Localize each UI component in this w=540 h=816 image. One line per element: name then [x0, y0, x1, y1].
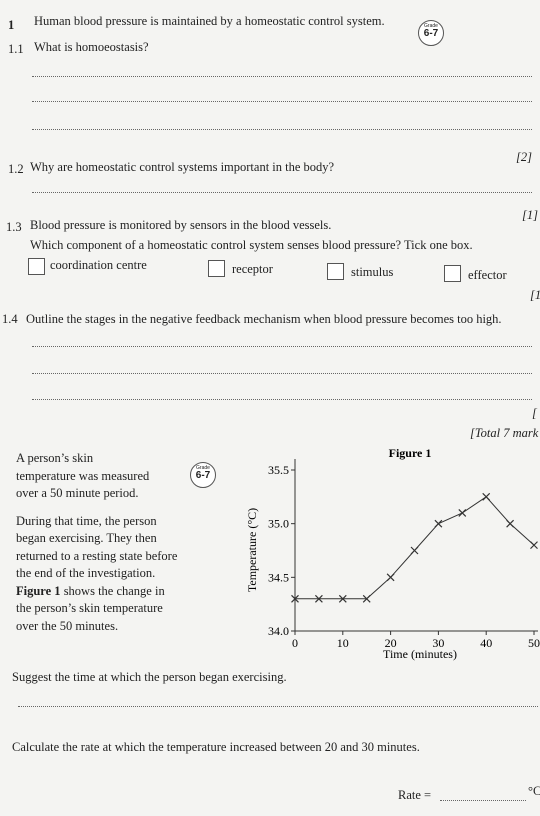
data-point [410, 546, 419, 555]
part-number: 1.2 [8, 162, 24, 176]
text-line: over a 50 minute period. [16, 486, 139, 500]
y-tick-label: 34.5 [268, 570, 289, 584]
unit: °C [528, 784, 540, 798]
answer-label: Rate = [398, 788, 432, 802]
chart: Figure 1 Time (minutes) Temperature (°C)… [245, 446, 540, 661]
y-tick-label: 35.0 [268, 517, 289, 531]
part-text: Which component of a homeostatic control… [30, 238, 473, 252]
answer-line [32, 399, 532, 400]
part-number: 1.4 [2, 312, 18, 326]
q-text: Human blood pressure is maintained by a … [34, 14, 385, 28]
y-tick-label: 35.5 [268, 463, 289, 477]
grade-badge: Grade 6-7 [418, 20, 444, 46]
part-text: What is homoeostasis? [34, 40, 149, 54]
grade-label: Grade [424, 23, 438, 29]
marks: [2] [516, 150, 532, 164]
text-line: During that time, the person [16, 513, 157, 528]
data-point [482, 492, 491, 501]
x-tick-label: 50 [528, 636, 540, 650]
data-point [506, 519, 515, 528]
x-tick-label: 0 [292, 636, 298, 650]
x-tick-label: 10 [337, 636, 349, 650]
answer-line [32, 101, 532, 102]
x-tick-label: 20 [385, 636, 397, 650]
answer-line [32, 346, 532, 347]
y-axis-label: Temperature (°C) [245, 508, 259, 592]
text-line: over the 50 minutes. [16, 618, 119, 633]
answer-line [32, 129, 532, 130]
marks: [1 [530, 288, 540, 302]
grade-badge: Grade 6-7 [190, 462, 216, 488]
part-text: Why are homeostatic control systems impo… [30, 160, 335, 174]
x-tick-label: 40 [480, 636, 492, 650]
marks: [1] [522, 208, 538, 222]
answer-line [32, 192, 532, 193]
answer-line [18, 706, 538, 707]
option: effector [468, 268, 507, 282]
text-line: the person’s skin temperature [16, 601, 163, 615]
marks: [ [532, 406, 537, 420]
data-point [458, 509, 467, 517]
data-point [362, 594, 371, 603]
q-number: 1 [8, 18, 15, 32]
part-text: Calculate the rate at which the temperat… [12, 740, 420, 754]
text-line: Figure 1 shows the change in [16, 583, 177, 601]
data-point [291, 594, 299, 603]
text-line: A person’s skin [16, 451, 94, 465]
part-text: Suggest the time at which the person beg… [12, 670, 287, 684]
text-line: temperature was measured [16, 468, 150, 483]
x-tick-label: 30 [432, 636, 444, 650]
figure-ref: Figure 1 [16, 583, 61, 598]
grade-label: Grade [196, 465, 210, 471]
grade-level: 6-7 [195, 470, 211, 481]
data-point [338, 594, 347, 603]
text-line: began exercising. They then [16, 531, 157, 545]
answer-line [32, 76, 532, 77]
option: coordination centre [50, 258, 147, 272]
data-point [434, 519, 443, 528]
x-axis-label: Time (minutes) [383, 647, 457, 661]
tick-box[interactable] [208, 260, 225, 277]
grade-level: 6-7 [423, 28, 439, 39]
tick-box[interactable] [444, 265, 461, 282]
intro: A person’s skin temperature was measured… [16, 450, 177, 635]
option: receptor [232, 262, 273, 276]
answer-line [32, 373, 532, 374]
tick-box[interactable] [28, 258, 45, 275]
part-text: Blood pressure is monitored by sensors i… [30, 218, 332, 232]
tick-box[interactable] [327, 263, 344, 280]
data-point [530, 541, 538, 550]
data-line [295, 496, 535, 600]
option: stimulus [351, 265, 394, 279]
data-point [314, 594, 323, 603]
answer-line [440, 800, 526, 801]
text: shows the change in [63, 583, 165, 598]
text-line: the end of the investigation. [16, 566, 156, 580]
y-tick-label: 34.0 [268, 624, 289, 638]
part-number: 1.3 [6, 220, 22, 234]
total: [Total 7 mark [470, 426, 539, 440]
part-text: Outline the stages in the negative feedb… [26, 312, 502, 326]
data-point [386, 573, 395, 582]
part-number: 1.1 [8, 42, 24, 56]
text-line: returned to a resting state before [16, 548, 178, 563]
chart-title: Figure 1 [389, 446, 432, 460]
